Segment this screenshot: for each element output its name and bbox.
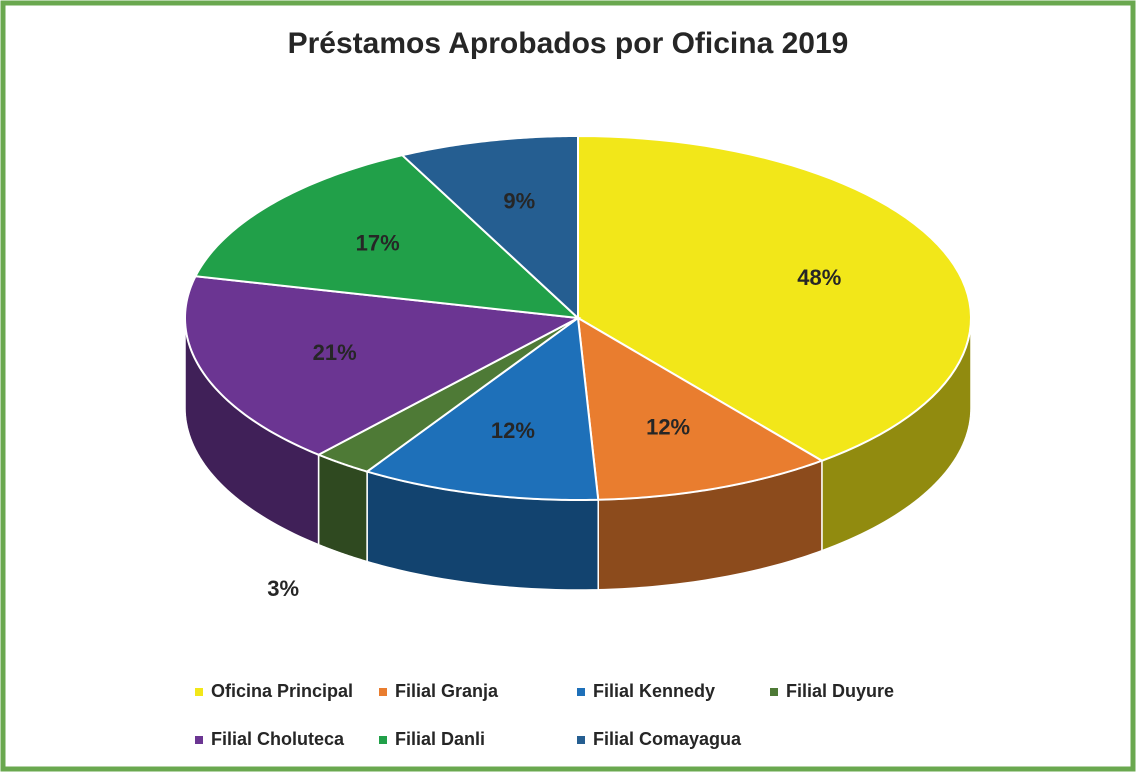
legend-label: Filial Danli: [395, 729, 485, 749]
slice: [576, 316, 825, 501]
legend-swatch: [195, 688, 203, 696]
data-labels: 48% 12% 12% 3% 21% 17% 9%: [267, 189, 841, 601]
slice-side: [317, 453, 368, 563]
data-label: 3%: [267, 576, 299, 601]
data-label: 9%: [503, 189, 535, 214]
legend: Oficina Principal Filial Granja Filial Ken…: [195, 681, 894, 749]
data-label: 48%: [797, 265, 841, 290]
legend-swatch: [379, 736, 387, 744]
data-label: 21%: [313, 340, 357, 365]
data-label: 12%: [491, 418, 535, 443]
legend-label: Filial Granja: [395, 681, 499, 701]
data-label: 12%: [646, 415, 690, 440]
slice: [184, 275, 582, 456]
slice: [400, 134, 579, 321]
legend-swatch: [770, 688, 778, 696]
legend-label: Filial Comayagua: [593, 729, 742, 749]
legend-swatch: [379, 688, 387, 696]
legend-label: Filial Choluteca: [211, 729, 345, 749]
slice: [316, 317, 579, 473]
legend-swatch: [195, 736, 203, 744]
slice: [577, 134, 972, 462]
pie-tops: [184, 134, 972, 502]
legend-label: Filial Duyure: [786, 681, 894, 701]
legend-label: Filial Kennedy: [593, 681, 715, 701]
slice: [364, 316, 600, 502]
slice: [193, 154, 581, 320]
legend-label: Oficina Principal: [211, 681, 353, 701]
legend-swatch: [577, 736, 585, 744]
chart-title: Préstamos Aprobados por Oficina 2019: [288, 27, 849, 60]
legend-swatch: [577, 688, 585, 696]
data-label: 17%: [356, 230, 400, 255]
